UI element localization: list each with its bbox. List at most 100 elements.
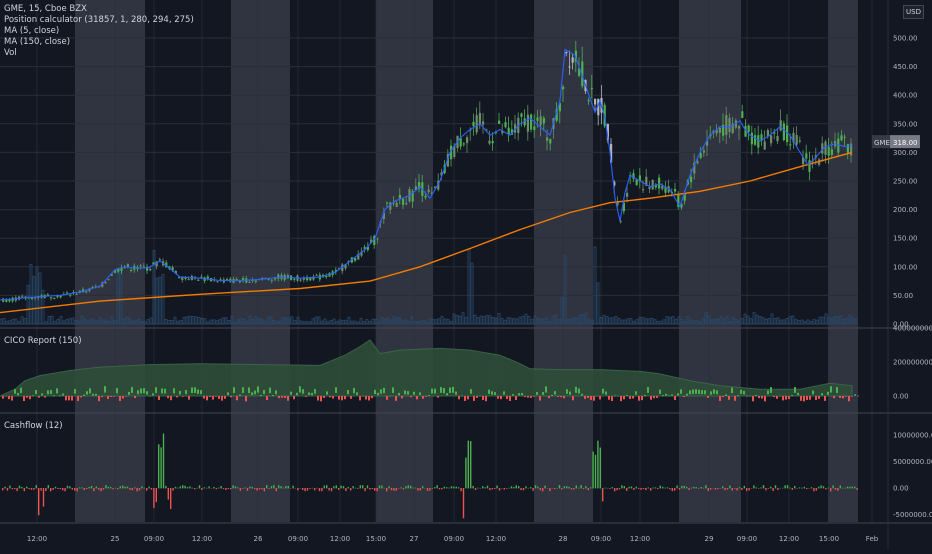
- cashflow-bar: [789, 488, 790, 489]
- cashflow-bar: [14, 488, 15, 489]
- candle-body: [527, 115, 529, 132]
- cashflow-bar: [619, 488, 620, 489]
- cico-bar: [650, 396, 652, 400]
- volume-bar: [435, 320, 437, 324]
- cico-bar: [515, 396, 517, 400]
- cico-bar: [560, 396, 562, 397]
- cashflow-bar: [240, 488, 241, 491]
- cashflow-bar: [266, 485, 267, 488]
- cico-bar: [452, 387, 454, 393]
- legend-vol[interactable]: Vol: [4, 48, 17, 58]
- volume-bar: [675, 319, 677, 324]
- volume-bar: [333, 319, 335, 324]
- cashflow-bar: [408, 485, 409, 488]
- cashflow-bar: [506, 488, 507, 489]
- cashflow-bar: [81, 487, 82, 488]
- cico-bar: [194, 387, 196, 393]
- candle-body: [325, 276, 327, 277]
- cashflow-bar: [400, 487, 401, 488]
- cico-bar: [158, 396, 160, 400]
- cashflow-bar: [482, 486, 483, 488]
- cashflow-bar: [60, 488, 61, 489]
- time-tick-label: 09:00: [737, 535, 757, 543]
- cashflow-bar: [544, 486, 545, 489]
- cashflow-bar: [36, 485, 37, 488]
- cashflow-bar: [24, 488, 25, 491]
- cico-bar: [617, 396, 619, 397]
- cashflow-bar: [249, 487, 250, 489]
- legend-position-calculator[interactable]: Position calculator (31857, 1, 280, 294,…: [4, 15, 194, 25]
- volume-bar: [516, 319, 518, 324]
- cico-bar: [671, 394, 673, 395]
- cashflow-bar: [741, 488, 742, 490]
- candle-body: [780, 120, 782, 130]
- volume-bar: [618, 318, 620, 324]
- volume-bar: [483, 317, 485, 324]
- cashflow-bar: [696, 487, 697, 488]
- volume-bar: [171, 321, 173, 324]
- cashflow-bar: [852, 487, 853, 489]
- cashflow-bar: [120, 486, 121, 488]
- cico-bar: [431, 389, 433, 394]
- cashflow-bar: [132, 488, 133, 490]
- candle-body: [776, 136, 778, 141]
- volume-bar: [465, 318, 467, 324]
- cashflow-bar: [535, 485, 536, 488]
- cico-bar: [56, 388, 58, 393]
- volume-bar: [507, 318, 509, 324]
- cico-bar: [668, 395, 670, 396]
- cico-bar: [539, 396, 541, 401]
- cico-bar: [446, 393, 448, 395]
- cashflow-bar: [604, 488, 605, 489]
- cico-bar: [236, 396, 238, 400]
- legend-ma5[interactable]: MA (5, close): [4, 26, 59, 36]
- cico-bar: [533, 396, 535, 397]
- cashflow-bar: [657, 488, 658, 489]
- volume-bar: [510, 318, 512, 324]
- cashflow-bar: [638, 488, 639, 489]
- cashflow-bar: [412, 488, 413, 489]
- cashflow-panel-title[interactable]: Cashflow (12): [4, 421, 63, 431]
- cashflow-bar: [840, 485, 841, 488]
- cashflow-bar: [804, 487, 805, 489]
- cico-bar: [230, 396, 232, 397]
- cico-bar: [323, 396, 325, 398]
- cico-bar: [86, 391, 88, 394]
- volume-bar: [228, 320, 230, 324]
- cashflow-bar: [727, 488, 728, 489]
- currency-label[interactable]: USD: [903, 5, 924, 19]
- cico-bar: [359, 396, 361, 400]
- candle-body: [130, 270, 132, 271]
- legend-ma150[interactable]: MA (150, close): [4, 37, 70, 47]
- cashflow-bar: [55, 487, 56, 489]
- cashflow-bar: [182, 485, 183, 488]
- candle-body: [274, 278, 276, 279]
- cico-bar: [470, 389, 472, 394]
- cashflow-bar: [504, 488, 505, 490]
- cashflow-bar: [124, 487, 125, 489]
- cashflow-bar: [177, 488, 178, 489]
- cashflow-bar: [247, 488, 248, 491]
- cashflow-bar: [273, 485, 274, 488]
- time-tick-label: 09:00: [144, 535, 164, 543]
- candle-body: [805, 153, 807, 158]
- cico-tick-label: 200000000.00: [893, 359, 932, 367]
- cashflow-bar: [16, 488, 17, 491]
- cico-bar: [527, 396, 529, 398]
- volume-bar: [357, 322, 359, 324]
- cico-bar: [686, 394, 688, 396]
- candle-body: [696, 161, 698, 163]
- cashflow-bar: [316, 488, 317, 489]
- cashflow-bar: [820, 485, 821, 488]
- cashflow-bar: [648, 487, 649, 488]
- volume-bar: [489, 316, 491, 324]
- cico-panel-title[interactable]: CICO Report (150): [4, 336, 82, 346]
- volume-bar: [672, 316, 674, 324]
- cashflow-bar: [376, 488, 377, 491]
- cashflow-bar: [256, 488, 257, 491]
- volume-bar: [210, 320, 212, 324]
- cashflow-bar: [76, 488, 77, 491]
- volume-bar: [783, 320, 785, 324]
